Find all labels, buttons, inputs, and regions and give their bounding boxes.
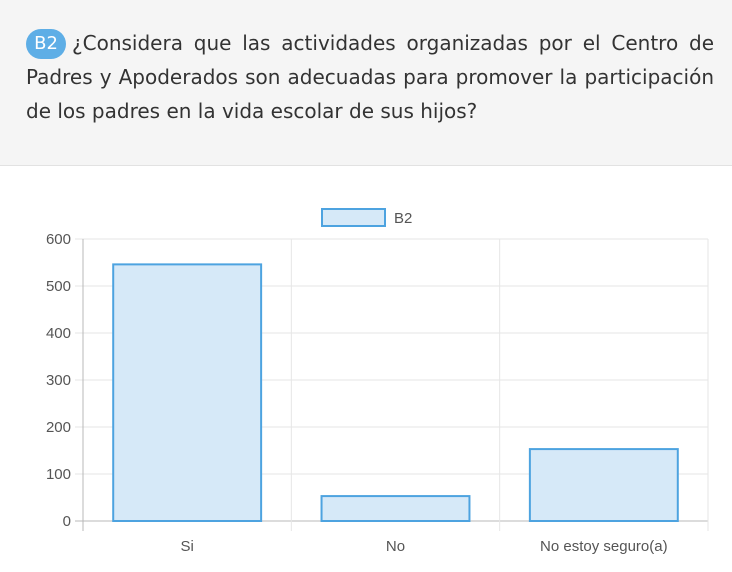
y-tick-label: 400	[46, 325, 71, 342]
y-tick-label: 200	[46, 419, 71, 436]
question-badge: B2	[26, 29, 66, 59]
y-tick-label: 0	[63, 513, 71, 530]
y-tick-label: 100	[46, 466, 71, 483]
axis-layer: 0 100 200 300 400 500 600 Si No No estoy seguro(a…	[46, 231, 668, 555]
legend-label: B2	[394, 210, 412, 227]
bar	[528, 448, 679, 522]
x-tick-label: No	[386, 538, 405, 555]
question-panel: B2 ¿Considera que las actividades organiz…	[0, 0, 732, 166]
y-tick-label: 600	[46, 231, 71, 248]
x-tick-label: Si	[180, 538, 193, 555]
bars-layer	[112, 263, 679, 522]
chart-area: 0 100 200 300 400 500 600 Si No No estoy seguro(a…	[0, 166, 732, 568]
question-text: ¿Considera que las actividades organizad…	[26, 31, 714, 123]
y-tick-label: 300	[46, 372, 71, 389]
legend[interactable]: B2	[321, 208, 412, 227]
bar-chart: 0 100 200 300 400 500 600 Si No No estoy seguro(a…	[46, 208, 709, 555]
y-tick-label: 500	[46, 278, 71, 295]
x-tick-label: No estoy seguro(a)	[540, 538, 668, 555]
question-text-block: B2 ¿Considera que las actividades organiz…	[26, 26, 714, 128]
bar	[112, 263, 263, 522]
legend-swatch	[321, 208, 386, 227]
bar	[320, 495, 471, 522]
